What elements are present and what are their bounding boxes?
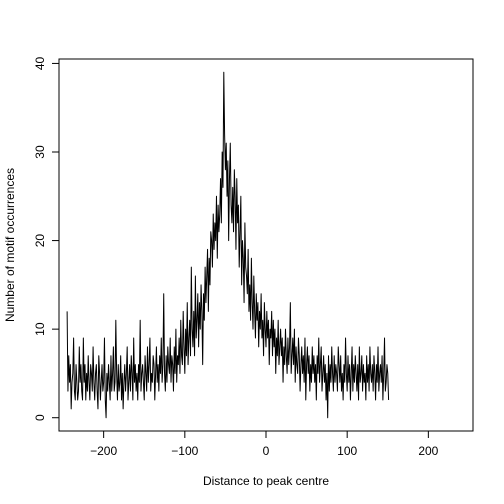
x-tick-label: 0 xyxy=(263,444,270,458)
series-line xyxy=(66,71,390,419)
y-tick-label: 20 xyxy=(33,234,47,248)
x-tick-label: 200 xyxy=(418,444,438,458)
x-tick-label: 100 xyxy=(337,444,357,458)
y-tick-label: 0 xyxy=(33,414,47,421)
y-tick-label: 40 xyxy=(33,56,47,70)
y-axis-title: Number of motif occurrences xyxy=(3,168,17,322)
x-tick-label: −200 xyxy=(90,444,117,458)
y-tick-label: 10 xyxy=(33,322,47,336)
y-tick-label: 30 xyxy=(33,145,47,159)
x-axis: −200 −100 0 100 200 xyxy=(90,430,439,458)
x-axis-title: Distance to peak centre xyxy=(203,474,329,488)
y-axis: 0 10 20 30 40 xyxy=(33,56,60,421)
x-tick-label: −100 xyxy=(171,444,198,458)
